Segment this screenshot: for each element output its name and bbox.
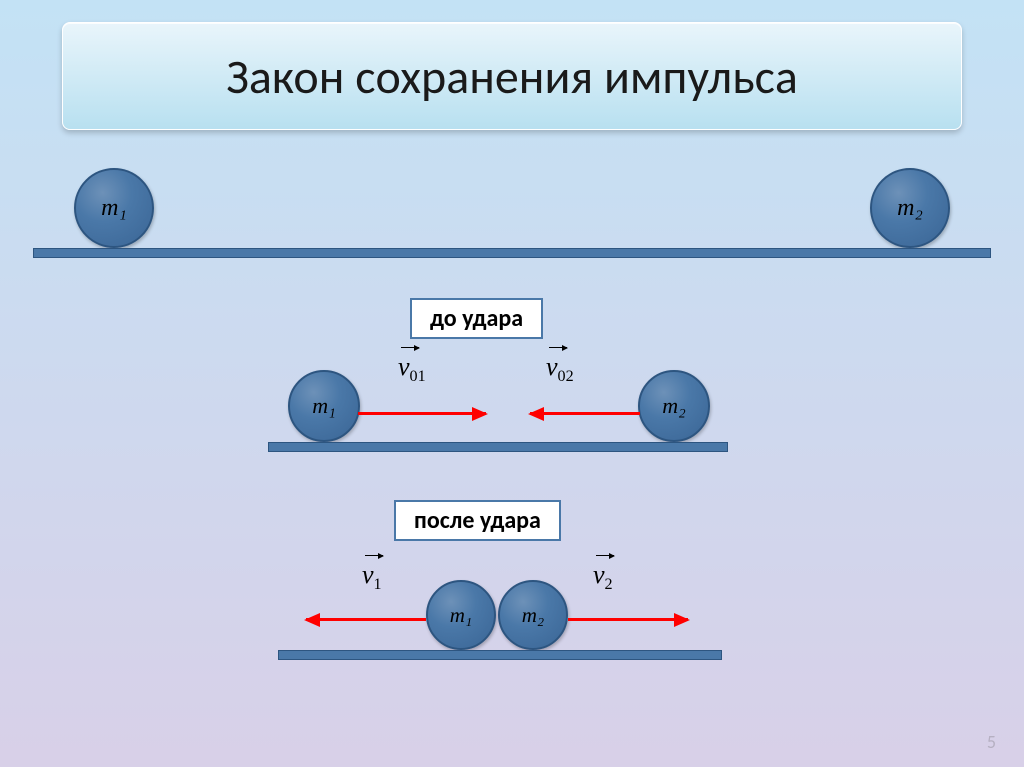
ball-label-m2: m₂ [897, 195, 923, 222]
vector-arrow-icon [365, 555, 383, 556]
after-label-box: после удара [394, 500, 561, 541]
ball-label-m1: m₁ [450, 603, 472, 628]
scene2-ball-m1: m₁ [288, 370, 360, 442]
vector-arrow-icon [596, 555, 614, 556]
scene1-ball-m2: m₂ [870, 168, 950, 248]
before-label: до удара [430, 304, 523, 333]
ball-label-m1: m₁ [312, 393, 336, 419]
scene2-arrow-v01 [358, 412, 486, 415]
scene3-ball-m2: m₂ [498, 580, 568, 650]
before-label-box: до удара [410, 298, 543, 339]
title-box: Закон сохранения импульса [62, 22, 962, 130]
page-title: Закон сохранения импульса [226, 47, 798, 106]
scene1-ball-m1: m₁ [74, 168, 154, 248]
page-number: 5 [987, 731, 996, 753]
scene2-arrow-v02 [530, 412, 640, 415]
scene3-ground [278, 650, 722, 660]
vector-label-v01: v01 [398, 352, 426, 386]
scene2-ground [268, 442, 728, 452]
ball-label-m2: m₂ [522, 603, 544, 628]
vector-arrow-icon [549, 347, 567, 348]
scene3-ball-m1: m₁ [426, 580, 496, 650]
scene3-arrow-v2 [568, 618, 688, 621]
vector-label-v1: v1 [362, 560, 382, 594]
scene3-arrow-v1 [306, 618, 426, 621]
after-label: после удара [414, 506, 541, 535]
scene2-ball-m2: m₂ [638, 370, 710, 442]
ball-label-m2: m₂ [662, 393, 686, 419]
scene1-ground [33, 248, 991, 258]
ball-label-m1: m₁ [101, 195, 127, 222]
vector-label-v2: v2 [593, 560, 613, 594]
vector-arrow-icon [401, 347, 419, 348]
vector-label-v02: v02 [546, 352, 574, 386]
